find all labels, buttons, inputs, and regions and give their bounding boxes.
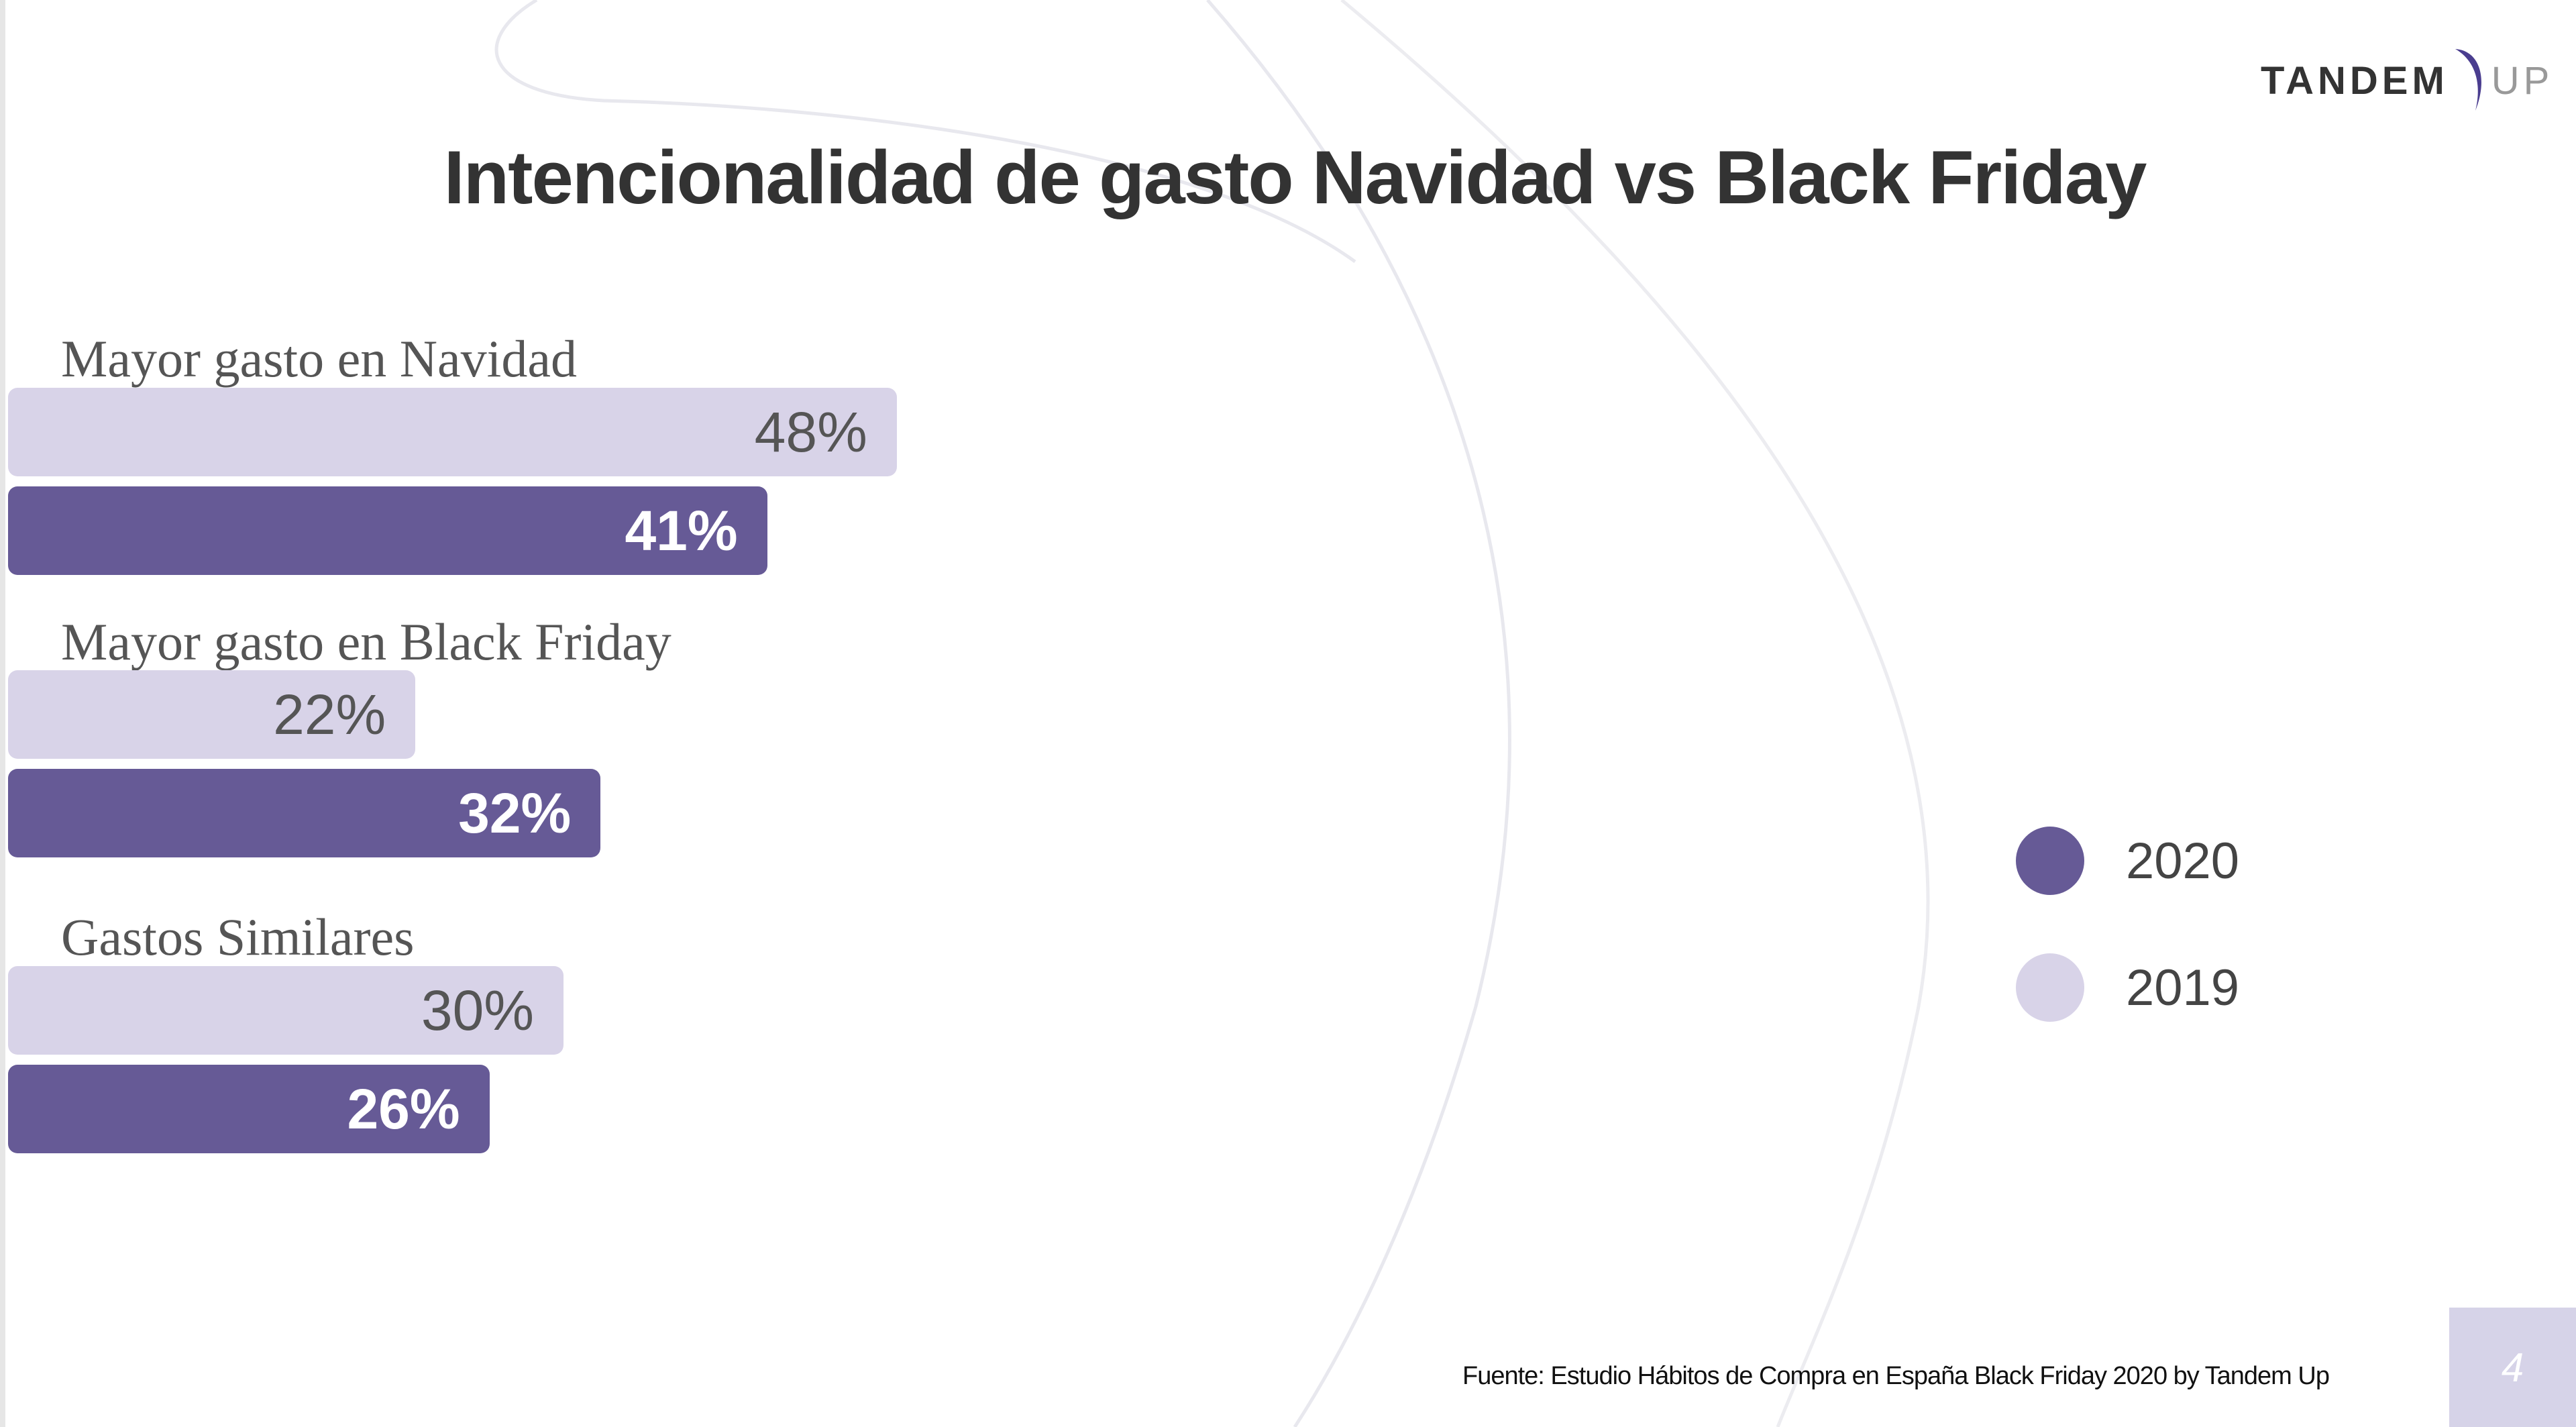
logo-suffix: UP	[2491, 58, 2554, 103]
bar-2019: 48%	[8, 388, 897, 476]
legend-label: 2020	[2126, 832, 2240, 890]
data-label: 30%	[421, 978, 534, 1042]
category-label: Mayor gasto en Black Friday	[61, 613, 672, 671]
bar-2019: 30%	[8, 966, 564, 1055]
bar-2020: 32%	[8, 769, 601, 857]
data-label: 32%	[458, 781, 572, 845]
data-label: 22%	[273, 682, 386, 746]
tandem-up-logo: TANDEM UP	[2261, 47, 2553, 114]
legend-label: 2019	[2126, 959, 2240, 1016]
left-border	[0, 0, 5, 1427]
legend-swatch	[2016, 827, 2084, 895]
legend-item-2019: 2019	[2016, 953, 2239, 1022]
bar-2019: 22%	[8, 670, 416, 759]
data-label: 48%	[754, 400, 867, 464]
logo-text: TANDEM	[2261, 58, 2449, 103]
legend-item-2020: 2020	[2016, 827, 2239, 895]
logo-crescent-icon	[2455, 49, 2481, 111]
chart-title: Intencionalidad de gasto Navidad vs Blac…	[443, 136, 2147, 219]
source-note: Fuente: Estudio Hábitos de Compra en Esp…	[1462, 1362, 2330, 1390]
page-number: 4	[2449, 1308, 2576, 1427]
data-label: 26%	[347, 1077, 460, 1141]
category-label: Mayor gasto en Navidad	[61, 329, 577, 388]
legend-swatch	[2016, 953, 2084, 1022]
bar-2020: 26%	[8, 1065, 490, 1153]
category-label: Gastos Similares	[61, 908, 415, 966]
data-label: 41%	[625, 498, 738, 562]
bar-2020: 41%	[8, 486, 767, 575]
